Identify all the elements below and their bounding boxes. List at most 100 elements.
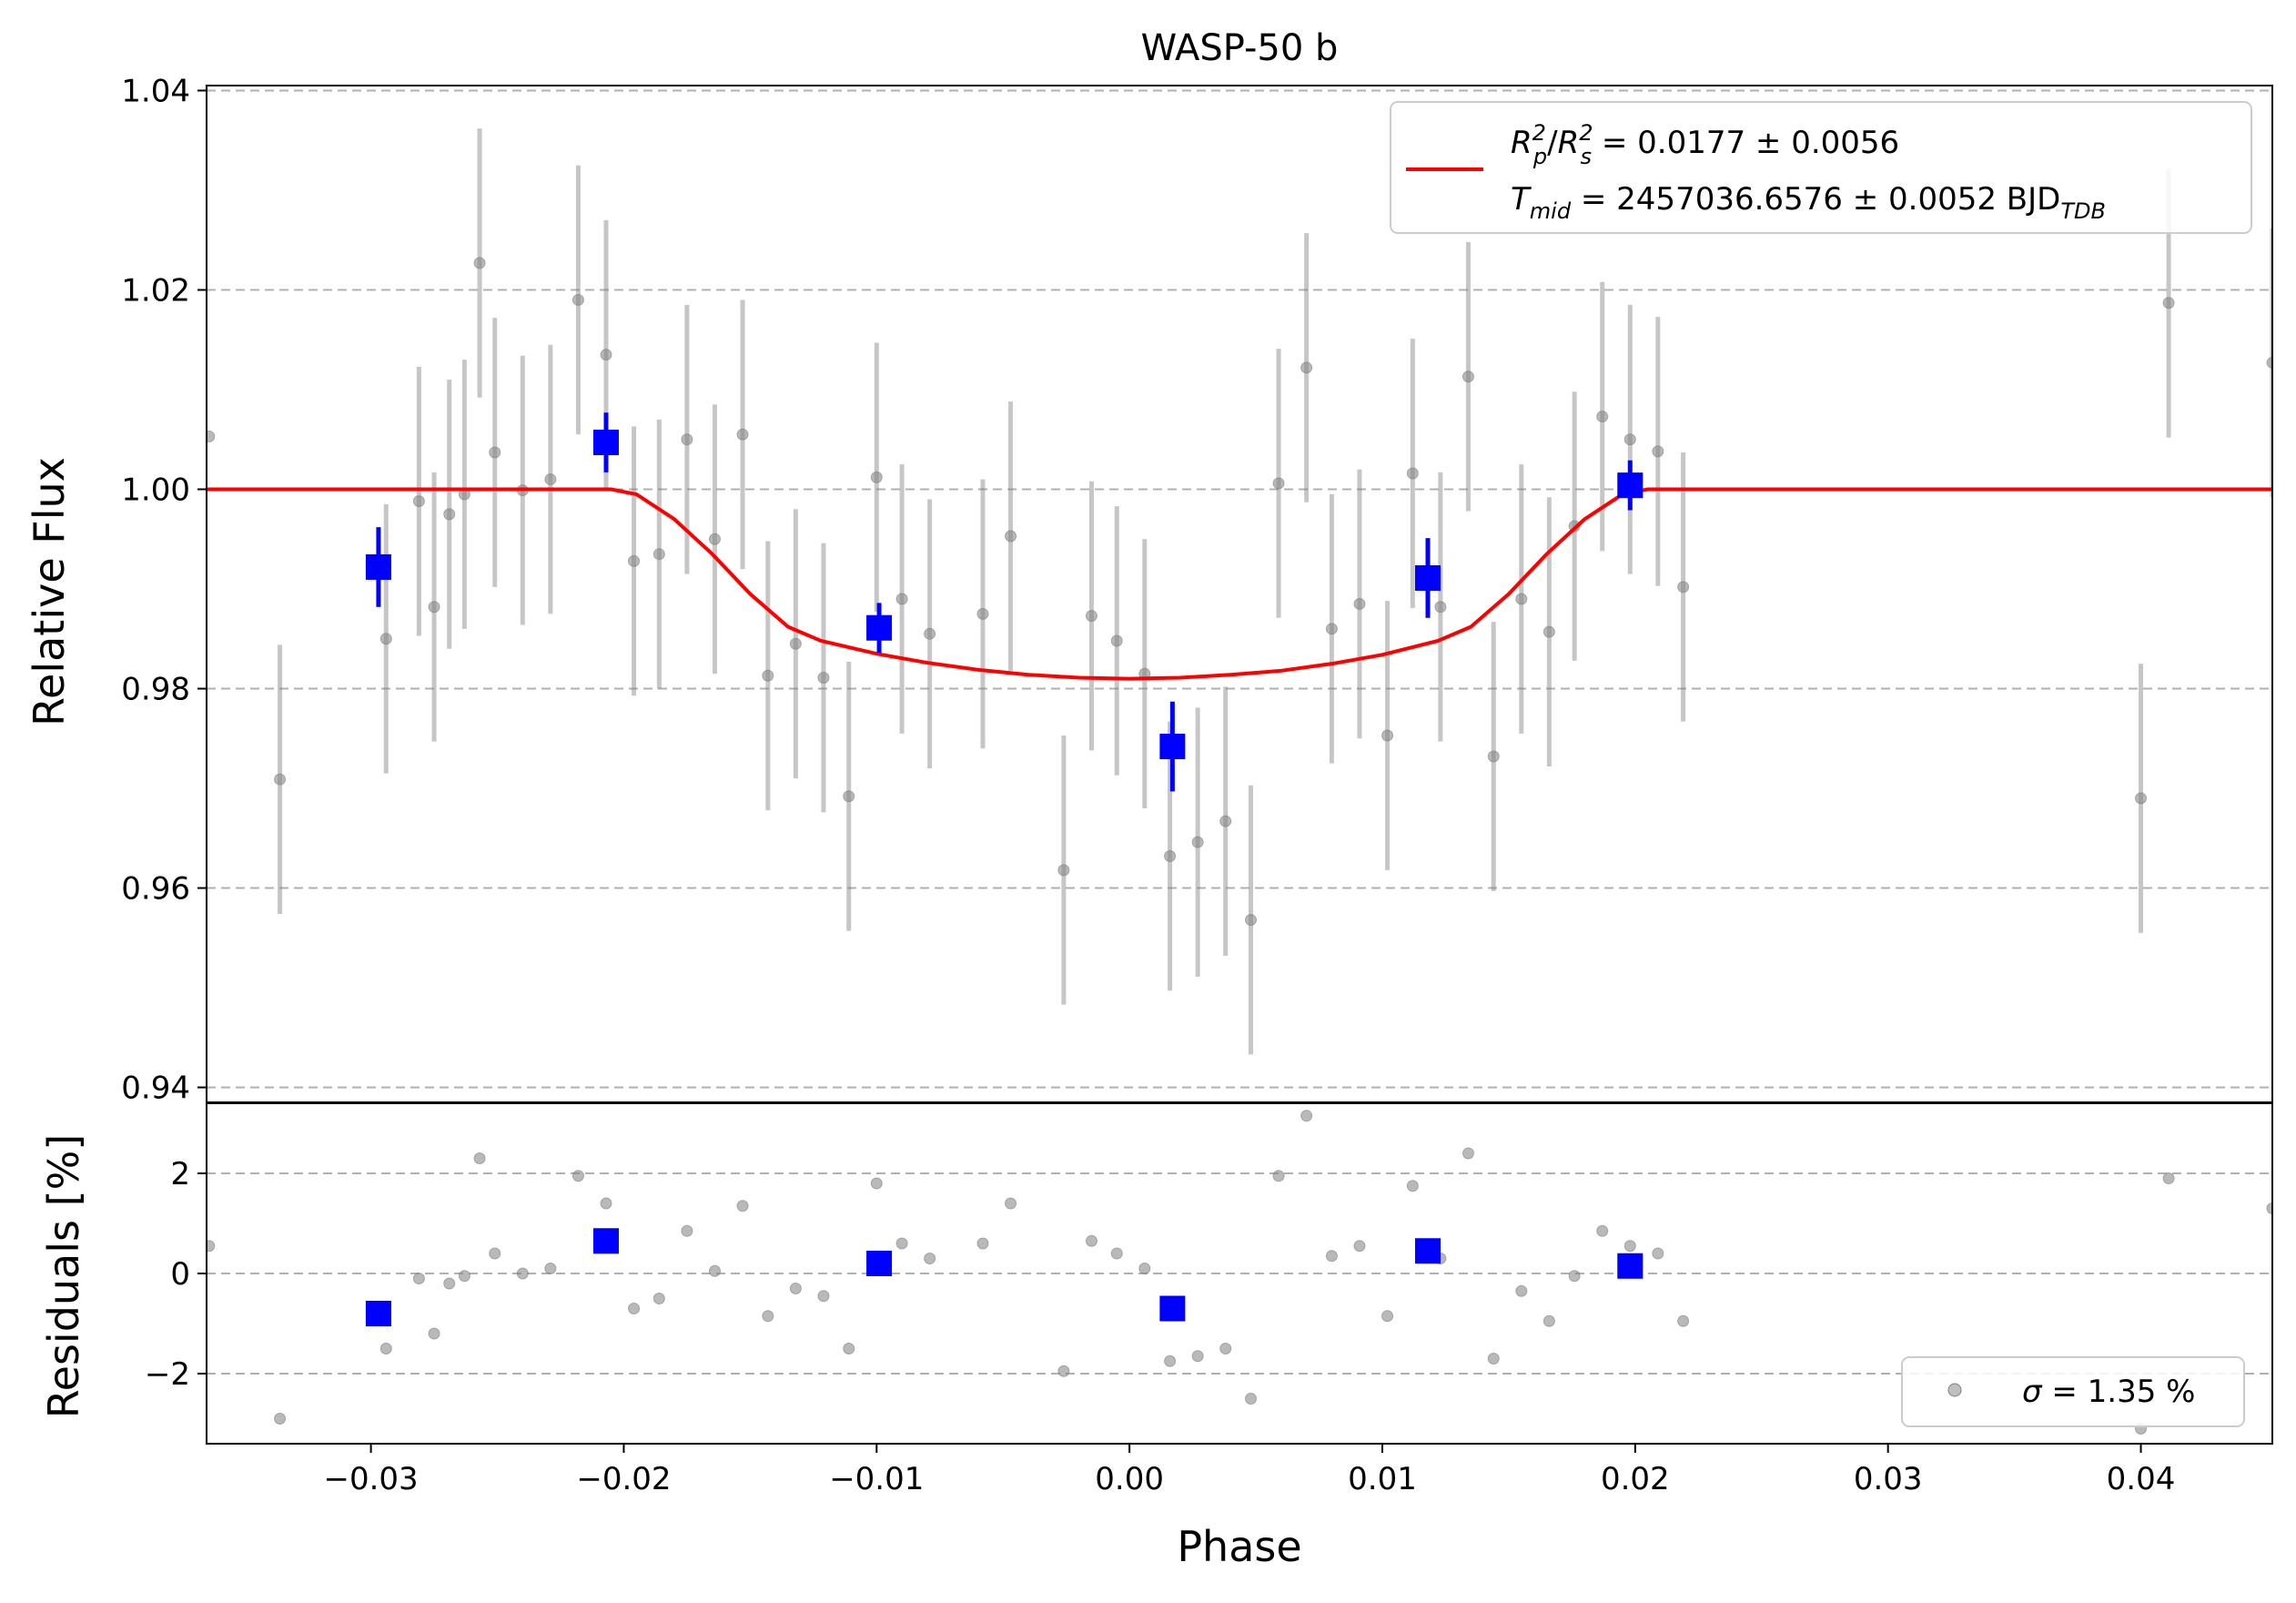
raw-data-point xyxy=(843,790,855,803)
residual-point xyxy=(207,1240,216,1253)
raw-data-point xyxy=(379,633,392,645)
residual-point xyxy=(1085,1234,1097,1247)
raw-data-point xyxy=(1085,610,1097,623)
raw-data-point xyxy=(1596,411,1609,423)
raw-data-point xyxy=(652,548,665,561)
residual-point xyxy=(1542,1314,1555,1327)
raw-data-series xyxy=(207,128,2272,1055)
raw-data-point xyxy=(1219,815,1232,827)
residual-point xyxy=(571,1170,584,1182)
main-legend: R2 p/R2 s = 0.0177 ± 0.0056 Tmid = 2457036… xyxy=(1390,101,2252,234)
x-tick-label: −0.03 xyxy=(323,1461,418,1497)
binned-data-point xyxy=(1159,734,1186,760)
raw-data-point xyxy=(274,773,287,786)
raw-data-point xyxy=(2266,356,2272,369)
residual-point xyxy=(412,1273,425,1284)
main-y-tick-label: 0.96 xyxy=(121,871,190,908)
binned-data-point xyxy=(1414,564,1441,591)
raw-data-point xyxy=(544,473,557,486)
residual-point xyxy=(628,1303,641,1314)
raw-data-point xyxy=(443,508,456,521)
x-tick-label: 0.01 xyxy=(1348,1461,1417,1497)
raw-data-point xyxy=(1677,581,1690,594)
residuals-legend: σ = 1.35 % xyxy=(1901,1356,2245,1427)
x-tick-label: 0.00 xyxy=(1095,1461,1164,1497)
residuals-y-ticks: −2 0 2 xyxy=(145,1156,207,1393)
main-gridlines xyxy=(207,89,2272,1089)
residual-point xyxy=(1138,1263,1151,1274)
residual-point xyxy=(652,1293,665,1304)
main-y-tick-label: 0.94 xyxy=(121,1070,190,1107)
residual-point xyxy=(2266,1202,2272,1214)
x-axis-label: Phase xyxy=(1177,1522,1301,1571)
raw-data-point xyxy=(708,533,721,545)
residual-point xyxy=(1515,1284,1528,1297)
raw-data-point xyxy=(1434,601,1447,614)
main-y-ticks: 0.94 0.96 0.98 1.00 1.02 1.04 xyxy=(121,73,207,1107)
raw-data-point xyxy=(1462,370,1474,383)
x-tick-label: 0.03 xyxy=(1854,1461,1923,1497)
binned-data-point xyxy=(1617,472,1644,499)
residuals-y-tick-label: 2 xyxy=(170,1156,190,1192)
residual-point xyxy=(516,1267,529,1280)
raw-data-point xyxy=(976,607,989,620)
raw-data-point xyxy=(736,428,749,441)
transit-model-line xyxy=(207,487,2272,681)
residual-point xyxy=(274,1413,287,1425)
raw-data-point xyxy=(817,671,830,684)
raw-data-point xyxy=(1487,750,1500,763)
raw-data-point xyxy=(207,430,216,442)
raw-data-point xyxy=(1164,850,1177,863)
residual-point xyxy=(843,1343,855,1354)
main-legend-box xyxy=(1390,101,2252,234)
raw-data-point xyxy=(1005,530,1017,543)
main-y-tick-label: 1.04 xyxy=(121,73,190,109)
binned-data-point xyxy=(866,614,893,641)
raw-data-point xyxy=(1623,433,1636,446)
binned-data-point xyxy=(365,553,391,580)
main-panel: 0.94 0.96 0.98 1.00 1.02 1.04 Relative Flux R… xyxy=(25,73,2273,1107)
residual-point xyxy=(1596,1224,1609,1237)
x-tick-label: 0.02 xyxy=(1601,1461,1670,1497)
raw-data-point xyxy=(681,433,693,446)
residuals-gridlines xyxy=(207,1172,2272,1375)
raw-data-point xyxy=(924,627,936,640)
legend-depth-text: R2 p/R2 s = 0.0177 ± 0.0056 xyxy=(1511,120,1899,169)
residual-point xyxy=(1623,1240,1636,1253)
raw-data-point xyxy=(1325,623,1338,635)
residual-point xyxy=(1487,1353,1500,1365)
binned-residual-point xyxy=(866,1251,893,1276)
residual-point xyxy=(870,1177,883,1190)
raw-data-point xyxy=(489,446,501,459)
x-tick-label: −0.01 xyxy=(829,1461,924,1497)
binned-residual-point xyxy=(365,1301,391,1326)
raw-data-point xyxy=(428,601,440,614)
residual-point xyxy=(1353,1240,1366,1253)
raw-data-point xyxy=(2135,792,2148,805)
residual-point xyxy=(1462,1147,1474,1160)
residual-point xyxy=(1381,1310,1394,1323)
residual-point xyxy=(2162,1172,2175,1184)
residual-point xyxy=(544,1263,557,1274)
raw-data-point xyxy=(628,554,641,567)
residuals-y-axis-label: Residuals [%] xyxy=(39,1134,88,1418)
residual-point xyxy=(1568,1270,1581,1283)
residuals-panel: −2 0 2 −0.03 −0.02 −0.01 0.00 0.01 0.02 0.03 0.04… xyxy=(39,1102,2273,1571)
raw-data-point xyxy=(1110,634,1123,647)
residual-point xyxy=(1677,1314,1690,1327)
raw-data-point xyxy=(412,495,425,508)
raw-data-point xyxy=(1353,597,1366,610)
binned-data-point xyxy=(592,430,619,456)
raw-data-point xyxy=(895,593,908,605)
residual-point xyxy=(443,1277,456,1290)
x-tick-label: 0.04 xyxy=(2107,1461,2176,1497)
main-y-axis-label: Relative Flux xyxy=(25,457,74,726)
residual-point xyxy=(1245,1393,1258,1405)
residual-point xyxy=(976,1237,989,1250)
residual-point xyxy=(1272,1170,1285,1182)
raw-data-point xyxy=(600,349,612,361)
raw-data-point xyxy=(571,293,584,306)
residual-point xyxy=(1110,1247,1123,1260)
raw-data-point xyxy=(2162,297,2175,309)
